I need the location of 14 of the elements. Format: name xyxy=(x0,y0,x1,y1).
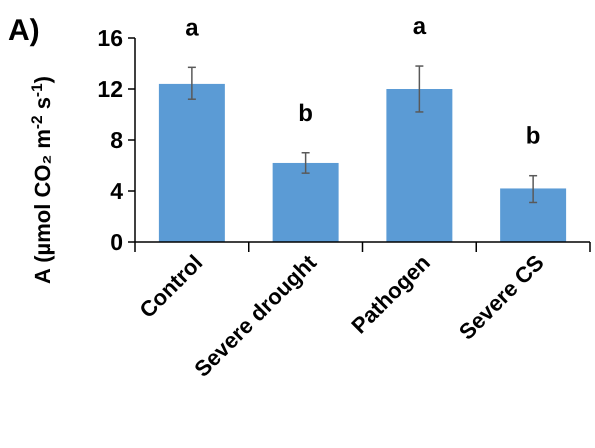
bar xyxy=(272,162,339,242)
annotation: a xyxy=(412,13,427,40)
annotation: b xyxy=(526,122,540,150)
y-tick-label: 4 xyxy=(110,178,124,204)
y-tick-label: 0 xyxy=(110,229,123,256)
annotation: b xyxy=(298,100,313,127)
annotation: a xyxy=(185,14,200,42)
bar xyxy=(158,84,225,242)
bar xyxy=(500,188,566,242)
chart-title: A) xyxy=(8,14,40,47)
y-tick-label: 8 xyxy=(110,127,124,154)
bar xyxy=(386,89,452,242)
y-tick-label: 12 xyxy=(97,76,123,102)
y-tick-label: 16 xyxy=(97,25,123,52)
